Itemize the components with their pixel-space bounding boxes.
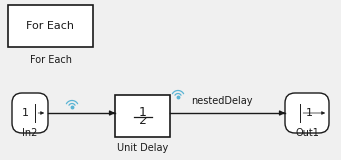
Text: For Each: For Each — [27, 21, 74, 31]
Text: 1: 1 — [22, 108, 29, 118]
Bar — [115, 95, 170, 137]
Text: Unit Delay: Unit Delay — [117, 143, 168, 153]
Text: 1: 1 — [306, 108, 313, 118]
Text: In2: In2 — [22, 128, 38, 138]
Text: 1: 1 — [138, 105, 146, 119]
Text: nestedDelay: nestedDelay — [191, 96, 253, 106]
Text: For Each: For Each — [30, 55, 72, 65]
FancyBboxPatch shape — [285, 93, 329, 133]
Text: z: z — [139, 115, 146, 128]
Text: Out1: Out1 — [295, 128, 319, 138]
FancyBboxPatch shape — [12, 93, 48, 133]
Bar — [8, 5, 93, 47]
